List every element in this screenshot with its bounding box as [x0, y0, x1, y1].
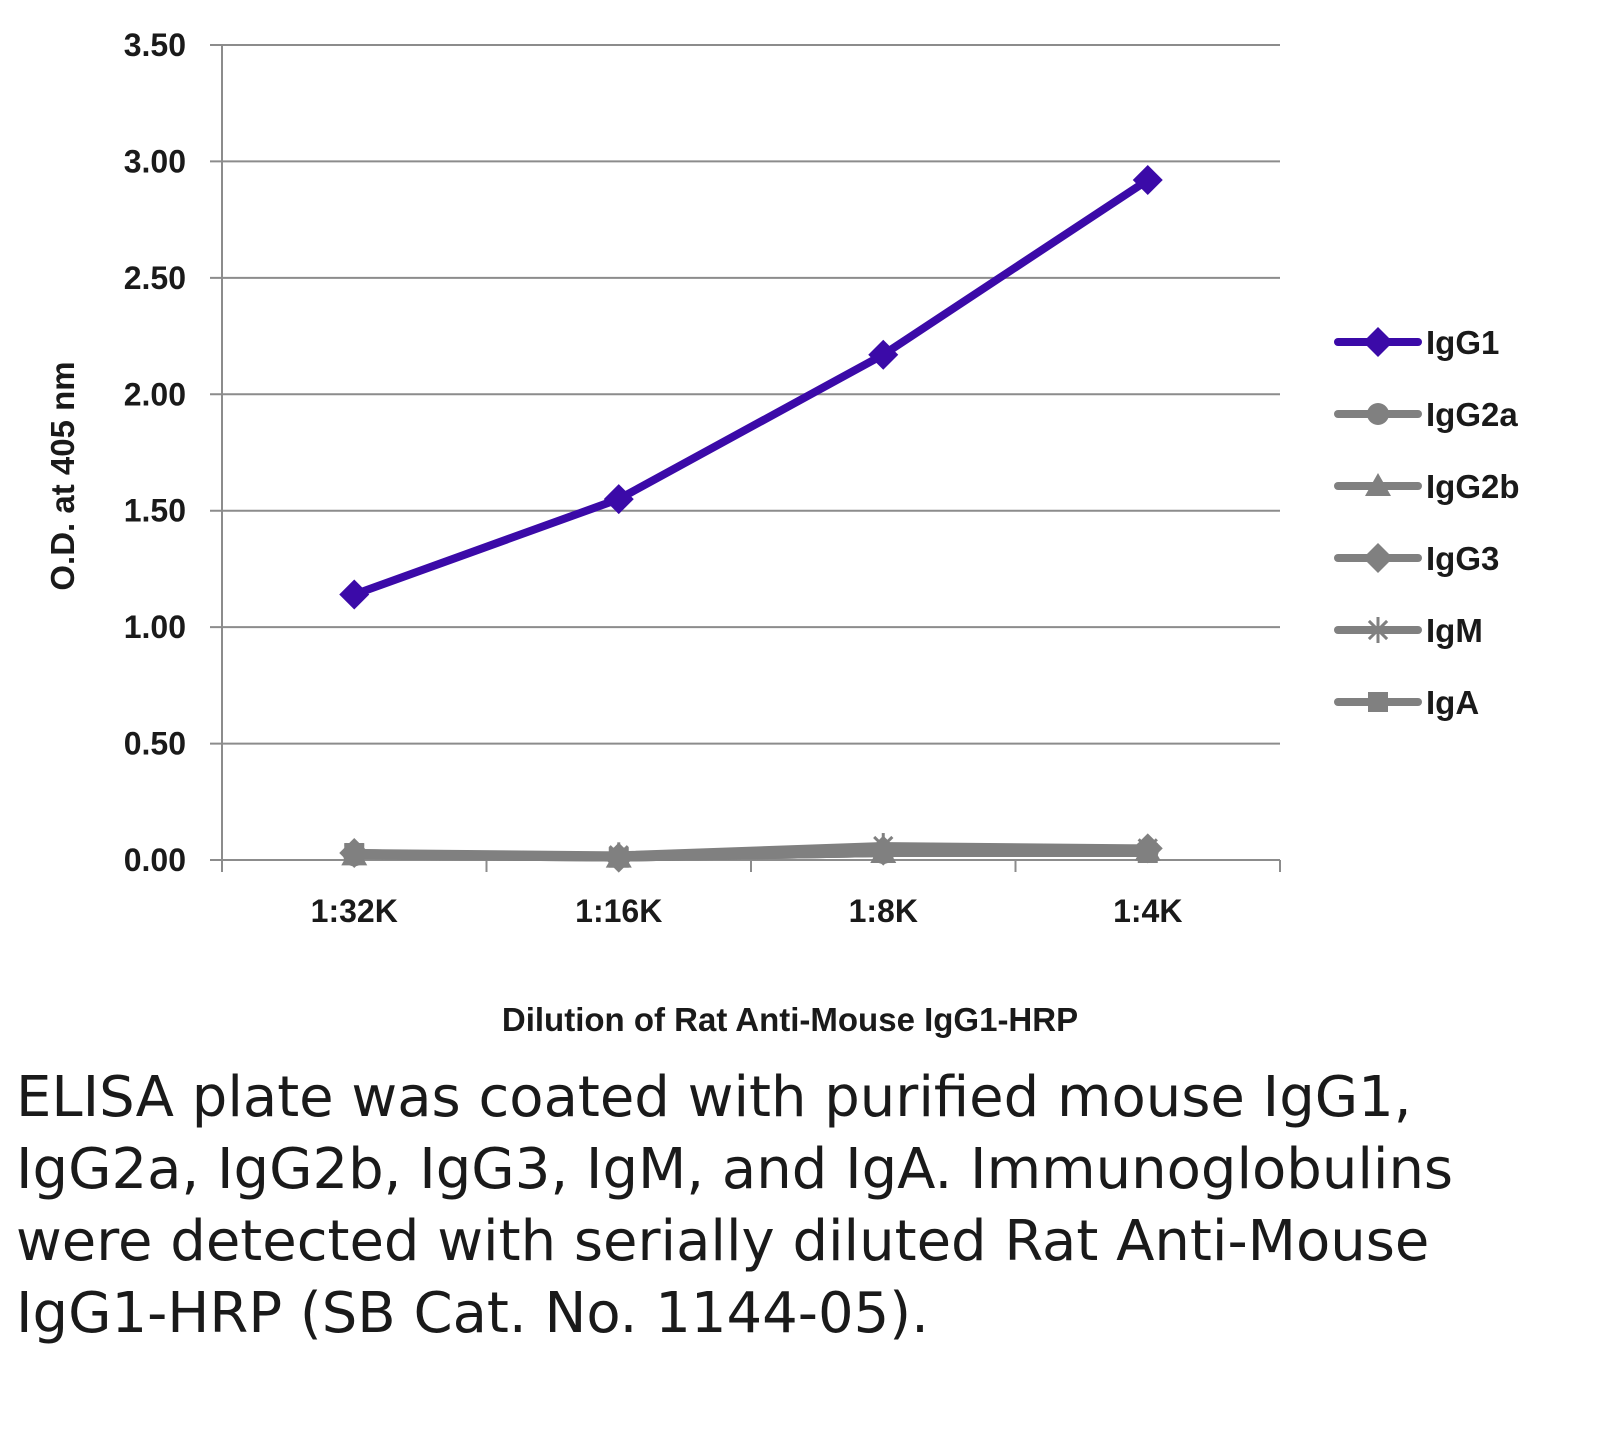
legend-item-igg2b: IgG2b	[1334, 468, 1520, 505]
y-tick-label: 0.00	[124, 842, 186, 878]
legend-label: IgG2a	[1426, 396, 1518, 433]
y-tick-label: 1.50	[124, 493, 186, 529]
y-tick-label: 3.50	[124, 27, 186, 63]
axes	[221, 45, 1281, 872]
legend-label: IgG1	[1426, 324, 1499, 361]
x-tick-label: 1:4K	[1113, 893, 1182, 929]
legend-marker	[1365, 617, 1391, 643]
figure-caption: ELISA plate was coated with purified mou…	[16, 1065, 1454, 1346]
data-point	[603, 484, 634, 515]
legend-marker	[1367, 403, 1389, 425]
x-tick-label: 1:16K	[575, 893, 662, 929]
elisa-line-chart: 0.000.501.001.502.002.503.003.50 1:32K 1:…	[44, 27, 1520, 1038]
legend-item-igg2a: IgG2a	[1334, 396, 1518, 433]
x-tick-label: 1:8K	[849, 893, 918, 929]
gridlines	[210, 44, 1280, 861]
legend: IgG1 IgG2a IgG2b IgG3 IgM IgA	[1334, 324, 1520, 721]
legend-item-igg1: IgG1	[1334, 324, 1499, 361]
data-point	[872, 842, 895, 865]
legend-label: IgM	[1426, 612, 1483, 649]
legend-item-igm: IgM	[1334, 612, 1483, 649]
series-line	[350, 846, 1152, 862]
series-line	[350, 176, 1152, 599]
star-stroke	[1367, 619, 1389, 641]
data-point	[1132, 165, 1163, 196]
x-tick-label: 1:32K	[311, 893, 398, 929]
y-tick-label: 2.00	[124, 376, 186, 412]
series-lines	[339, 165, 1163, 873]
legend-label: IgG3	[1426, 540, 1499, 577]
legend-marker	[1363, 327, 1393, 357]
y-tick-label: 2.50	[124, 260, 186, 296]
legend-item-igg3: IgG3	[1334, 540, 1499, 577]
legend-label: IgG2b	[1426, 468, 1520, 505]
legend-item-iga: IgA	[1334, 684, 1479, 721]
y-tick-label: 0.50	[124, 726, 186, 762]
data-point	[868, 339, 899, 370]
data-point	[343, 844, 366, 867]
legend-marker	[1363, 543, 1393, 573]
x-tick-labels: 1:32K 1:16K 1:8K 1:4K	[311, 893, 1183, 929]
series-igg2a	[343, 839, 1159, 869]
y-tick-label: 1.00	[124, 609, 186, 645]
data-point	[339, 579, 370, 610]
data-point	[1136, 839, 1159, 862]
y-tick-label: 3.00	[124, 143, 186, 179]
legend-label: IgA	[1426, 684, 1479, 721]
legend-marker	[1365, 473, 1391, 496]
series-igg1	[339, 165, 1163, 610]
y-tick-labels: 0.00 0.50 1.00 1.50 2.00 2.50 3.00 3.50	[124, 27, 186, 878]
x-axis-title: Dilution of Rat Anti-Mouse IgG1-HRP	[502, 1001, 1078, 1038]
data-point	[607, 846, 630, 869]
y-axis-title: O.D. at 405 nm	[44, 361, 81, 590]
legend-marker	[1368, 692, 1388, 712]
